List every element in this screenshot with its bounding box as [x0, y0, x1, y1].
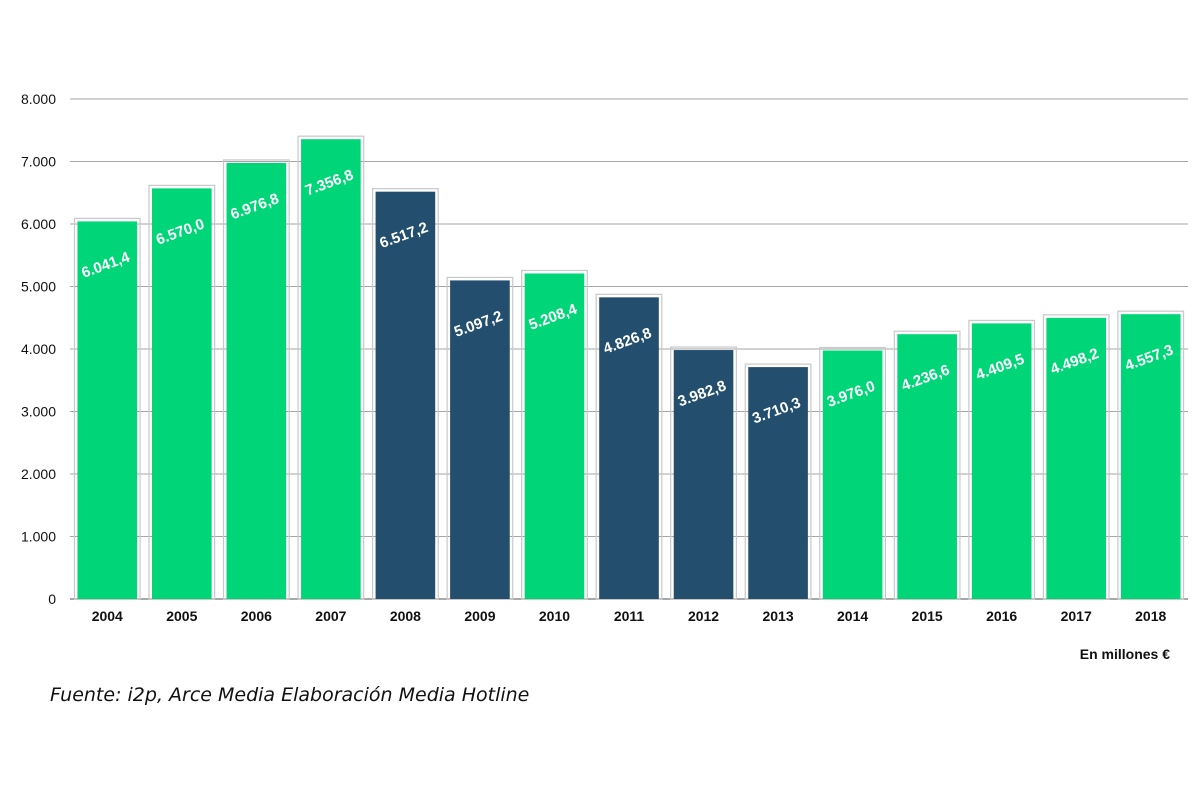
x-tick-label: 2007: [315, 608, 346, 624]
x-tick-label: 2008: [390, 608, 421, 624]
x-tick-label: 2016: [986, 608, 1017, 624]
y-tick-label: 8.000: [21, 91, 56, 107]
x-tick-label: 2013: [762, 608, 793, 624]
bar-2014: [822, 350, 883, 599]
y-tick-label: 1.000: [21, 529, 56, 545]
bar-2018: [1120, 314, 1181, 599]
y-tick-label: 6.000: [21, 216, 56, 232]
source-note: Fuente: i2p, Arce Media Elaboración Medi…: [50, 684, 530, 706]
x-axis-ticks: 2004 2005 2006 2007 2008 2009 2010 2011 2012 2013…: [92, 608, 1167, 624]
x-tick-label: 2018: [1135, 608, 1166, 624]
x-tick-label: 2010: [539, 608, 570, 624]
y-tick-label: 5.000: [21, 279, 56, 295]
x-tick-label: 2017: [1061, 608, 1092, 624]
unit-note: En millones €: [1079, 646, 1170, 662]
bar-2004: [77, 221, 138, 599]
bar-2006: [226, 162, 287, 599]
y-tick-label: 7.000: [21, 154, 56, 170]
chart-area: 0 1.000 2.000 3.000 4.000 5.000 6.000 7.000 8.00…: [21, 91, 1188, 624]
x-tick-label: 2014: [837, 608, 868, 624]
x-tick-label: 2004: [92, 608, 123, 624]
x-tick-label: 2005: [166, 608, 197, 624]
y-tick-label: 3.000: [21, 404, 56, 420]
y-axis-ticks: 0 1.000 2.000 3.000 4.000 5.000 6.000 7.000 8.00…: [21, 91, 56, 607]
x-tick-label: 2006: [241, 608, 272, 624]
bar-2012: [673, 350, 734, 599]
bar-chart: 0 1.000 2.000 3.000 4.000 5.000 6.000 7.000 8.00…: [21, 91, 1188, 624]
bar-2013: [748, 367, 808, 599]
bars: [73, 135, 1185, 600]
x-tick-label: 2012: [688, 608, 719, 624]
bar-2011: [599, 297, 659, 599]
bar-2010: [524, 273, 585, 599]
y-tick-label: 4.000: [21, 341, 56, 357]
x-tick-label: 2009: [464, 608, 495, 624]
bar-2016: [971, 323, 1032, 599]
x-tick-label: 2011: [614, 608, 645, 624]
bar-2007: [301, 139, 361, 599]
y-tick-label: 0: [48, 591, 56, 607]
bar-2015: [897, 334, 957, 599]
bar-2005: [151, 188, 212, 599]
x-tick-label: 2015: [912, 608, 943, 624]
bar-2009: [450, 280, 510, 599]
bar-2017: [1046, 317, 1107, 599]
y-tick-label: 2.000: [21, 466, 56, 482]
bar-2008: [375, 191, 436, 600]
